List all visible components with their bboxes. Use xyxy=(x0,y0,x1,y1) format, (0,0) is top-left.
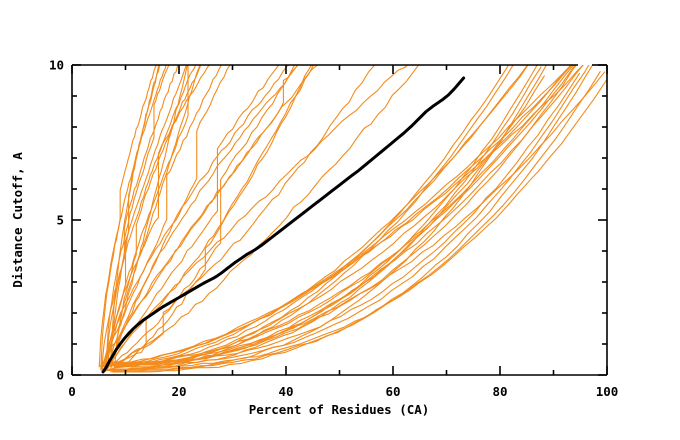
y-tick-label-0: 0 xyxy=(56,368,64,383)
target-prediction-curve xyxy=(101,76,466,374)
other-prediction-curve xyxy=(111,65,313,369)
x-tick-label-60: 60 xyxy=(385,384,400,399)
other-prediction-curve xyxy=(105,65,584,366)
other-prediction-curve xyxy=(105,65,296,367)
other-prediction-curve xyxy=(110,65,590,367)
other-prediction-curve xyxy=(98,65,157,368)
x-tick-label-100: 100 xyxy=(596,384,619,399)
other-prediction-curve xyxy=(101,65,197,369)
x-axis-title: Percent of Residues (CA) xyxy=(249,402,430,417)
other-prediction-curve xyxy=(103,65,529,368)
other-prediction-curve xyxy=(105,65,170,362)
other-prediction-curve xyxy=(101,72,581,363)
other-prediction-curve xyxy=(110,65,594,373)
other-prediction-curve xyxy=(105,65,409,370)
other-prediction-curve xyxy=(102,65,292,367)
other-prediction-curve xyxy=(105,65,376,365)
other-prediction-curve xyxy=(107,65,584,371)
y-tick-label-10: 10 xyxy=(49,58,64,73)
other-prediction-curve xyxy=(105,65,280,373)
other-prediction-curve xyxy=(115,78,607,369)
x-tick-label-0: 0 xyxy=(68,384,76,399)
axis-tick-labels: 0 20 40 60 80 100 0 5 10 xyxy=(49,58,618,400)
other-prediction-curve xyxy=(104,65,538,367)
other-prediction-curve xyxy=(100,65,222,370)
other-prediction-curve xyxy=(110,65,300,370)
other-prediction-curve xyxy=(107,65,231,369)
x-tick-label-80: 80 xyxy=(492,384,507,399)
x-tick-label-20: 20 xyxy=(171,384,186,399)
y-axis-title: Distance Cutoff, A xyxy=(10,152,25,288)
other-prediction-curve xyxy=(103,71,601,371)
other-prediction-curve xyxy=(105,65,211,370)
other-prediction-curve xyxy=(104,65,575,364)
other-prediction-curve xyxy=(113,65,202,371)
axis-ticks xyxy=(71,64,608,376)
y-tick-label-5: 5 xyxy=(56,213,64,228)
other-prediction-curve xyxy=(106,65,189,372)
other-prediction-curve xyxy=(100,65,167,370)
other-prediction-curve xyxy=(111,65,514,373)
other-prediction-curve xyxy=(100,65,201,371)
other-prediction-curve xyxy=(107,65,188,367)
other-prediction-curve xyxy=(109,65,161,368)
other-prediction-curve xyxy=(110,65,420,367)
x-tick-label-40: 40 xyxy=(278,384,293,399)
other-prediction-curves xyxy=(98,65,607,373)
other-prediction-curve xyxy=(105,65,577,365)
other-prediction-curve xyxy=(115,65,572,366)
